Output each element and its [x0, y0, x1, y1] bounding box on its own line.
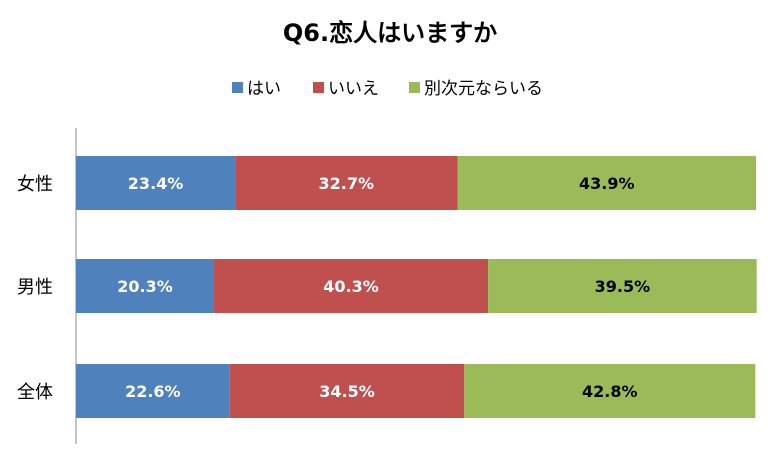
bar-segment	[229, 364, 465, 418]
legend-label: はい	[247, 79, 281, 99]
bar-segment	[76, 259, 215, 313]
category-label: 女性	[17, 174, 53, 195]
data-label: 39.5%	[595, 277, 651, 296]
data-label: 42.8%	[582, 382, 638, 401]
bar-segment	[464, 364, 756, 418]
legend-label: 別次元ならいる	[424, 79, 543, 99]
chart-title: Q6.恋人はいますか	[283, 19, 497, 47]
data-label: 32.7%	[319, 174, 375, 193]
bars: 女性 23.4% 32.7% 43.9% 男性 20.3% 40.3% 39.5% 全体 22.6…	[17, 156, 757, 418]
legend-swatch	[409, 82, 420, 93]
data-label: 23.4%	[128, 174, 184, 193]
bar-segment	[235, 156, 458, 210]
legend-swatch	[232, 82, 243, 93]
data-label: 40.3%	[323, 277, 379, 296]
bar-segment	[488, 259, 757, 313]
data-label: 43.9%	[579, 174, 635, 193]
bar-segment	[214, 259, 489, 313]
data-label: 20.3%	[117, 277, 173, 296]
legend-swatch	[313, 82, 324, 93]
category-label: 男性	[17, 277, 53, 298]
bar-segment	[76, 156, 236, 210]
category-label: 全体	[17, 382, 53, 403]
legend: はい いいえ 別次元ならいる	[232, 79, 543, 99]
bar-segment	[76, 364, 230, 418]
legend-label: いいえ	[328, 79, 379, 99]
bar-segment	[457, 156, 756, 210]
data-label: 22.6%	[125, 382, 181, 401]
data-label: 34.5%	[319, 382, 375, 401]
